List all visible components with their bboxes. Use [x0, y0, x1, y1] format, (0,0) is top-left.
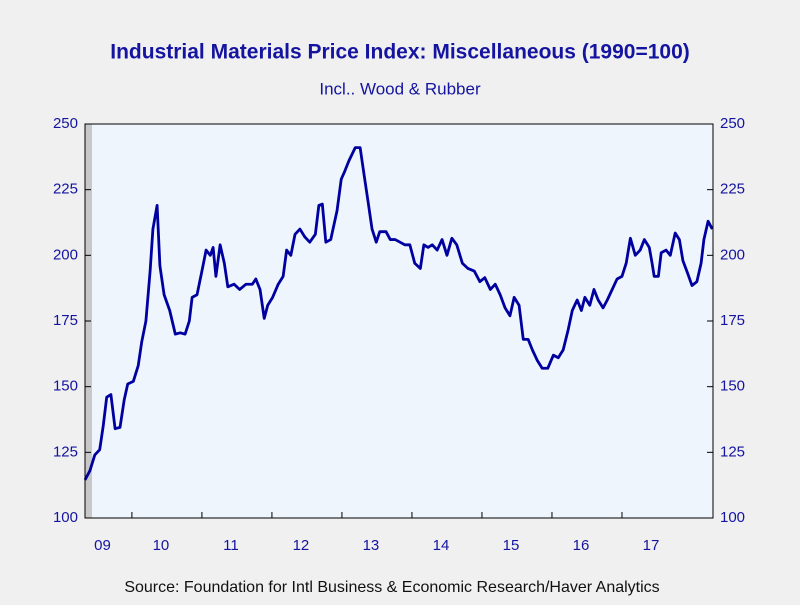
line-series: [83, 146, 714, 481]
x-tick-label: 10: [153, 537, 170, 554]
y2-tick-label: 125: [720, 443, 745, 460]
y-tick-label: 175: [53, 312, 78, 329]
plot-area: [85, 124, 713, 518]
x-tick-label: 09: [94, 537, 111, 554]
y2-tick-label: 225: [720, 181, 745, 198]
plot-border: [84, 123, 714, 519]
y2-tick-label: 100: [720, 509, 745, 526]
y2-tick-label: 250: [720, 115, 745, 132]
x-tick-label: 16: [573, 537, 590, 554]
source-note: Source: Foundation for Intl Business & E…: [124, 579, 659, 596]
chart-title: Industrial Materials Price Index: Miscel…: [110, 41, 690, 64]
y2-tick-label: 200: [720, 246, 745, 263]
x-tick-label: 13: [363, 537, 380, 554]
y-tick-label: 150: [53, 378, 78, 395]
x-tick-label: 11: [223, 537, 239, 554]
x-tick-label: 12: [293, 537, 310, 554]
x-tick-label: 17: [643, 537, 660, 554]
y-tick-label: 125: [53, 443, 78, 460]
chart-subtitle: Incl.. Wood & Rubber: [319, 79, 481, 98]
y2-tick-label: 175: [720, 312, 745, 329]
y2-tick-label: 150: [720, 378, 745, 395]
y-tick-label: 225: [53, 181, 78, 198]
x-tick-label: 14: [433, 537, 450, 554]
x-tick-label: 15: [503, 537, 520, 554]
y-tick-label: 200: [53, 246, 78, 263]
y-tick-label: 250: [53, 115, 78, 132]
y-tick-label: 100: [53, 509, 78, 526]
